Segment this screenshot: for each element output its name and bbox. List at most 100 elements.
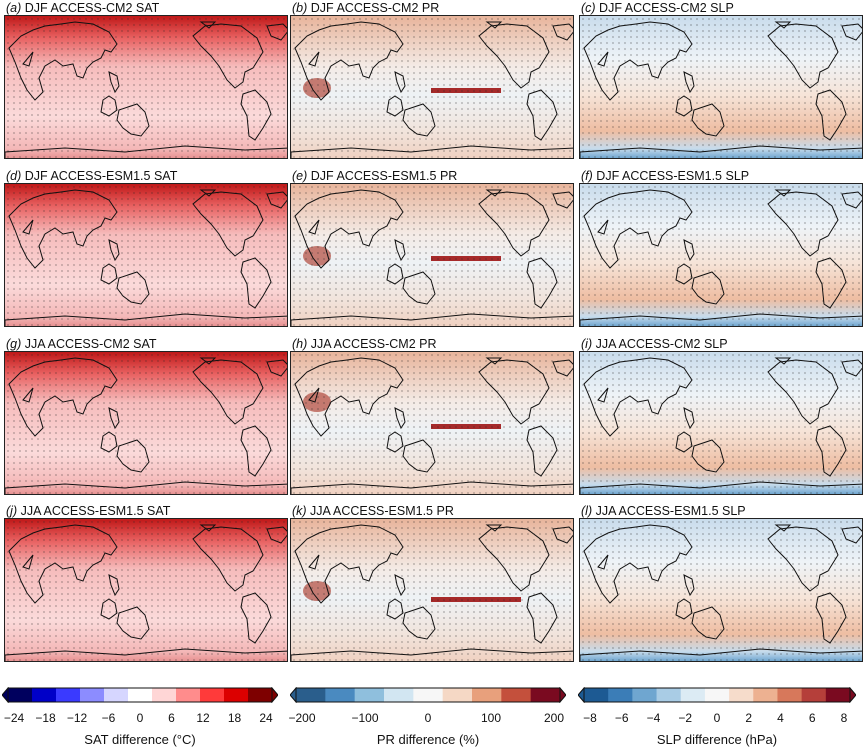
panel-tag: (k) — [292, 504, 307, 518]
map-panel-c — [579, 15, 863, 159]
coastline — [100, 598, 118, 620]
map-panel-h — [290, 351, 574, 495]
coastline — [691, 439, 725, 473]
colorbar-swatch — [296, 688, 326, 702]
coastline — [386, 431, 404, 453]
significance-stippling — [5, 352, 287, 494]
panel-title-i: (i) JJA ACCESS-CM2 SLP — [581, 337, 728, 351]
coastline — [580, 648, 862, 661]
colorbar-tick-label: 0 — [424, 711, 432, 725]
coastline — [294, 524, 404, 604]
coastline — [8, 189, 118, 269]
coastline — [683, 239, 695, 262]
panel-title-text: JJA ACCESS-CM2 SLP — [592, 337, 728, 351]
coastline — [485, 524, 503, 532]
colorbar-sat — [2, 687, 278, 703]
colorbar-extend-right — [559, 687, 566, 703]
colorbar-swatch — [384, 688, 414, 702]
coastline — [774, 189, 792, 197]
colorbar-swatch — [413, 688, 444, 702]
panel-title-text: JJA ACCESS-CM2 PR — [307, 337, 437, 351]
coastline — [108, 71, 120, 94]
coastline — [266, 191, 287, 209]
panel-title-text: JJA ACCESS-ESM1.5 PR — [306, 504, 454, 518]
colorbar-swatch — [753, 688, 778, 702]
colorbar-frame — [295, 687, 561, 703]
coastline — [526, 425, 558, 477]
panel-title-g: (g) JJA ACCESS-CM2 SAT — [6, 337, 157, 351]
significance-stippling — [5, 184, 287, 326]
coastline — [552, 359, 573, 377]
colorbar-tick-label: −24 — [3, 711, 25, 725]
colorbar-tick-label: 100 — [480, 711, 502, 725]
coastline — [100, 431, 118, 453]
panel-tag: (d) — [6, 169, 22, 183]
coastline — [691, 271, 725, 305]
coastline — [5, 313, 287, 326]
map-panel-k — [290, 518, 574, 662]
colorbar-swatch — [442, 688, 473, 702]
coastline — [552, 191, 573, 209]
significance-stippling — [580, 352, 862, 494]
colorbar-swatch — [801, 688, 827, 702]
coastline — [291, 313, 573, 326]
coastline — [8, 357, 118, 437]
panel-tag: (g) — [6, 337, 22, 351]
coastline — [675, 95, 693, 117]
panel-tag: (j) — [6, 504, 18, 518]
colorbar-tick-label: −200 — [288, 711, 316, 725]
colorbar-swatch — [530, 688, 561, 702]
coastline — [815, 592, 847, 644]
map-panel-d — [4, 183, 288, 327]
colorbar-tick-label: 200 — [543, 711, 565, 725]
significance-stippling — [5, 16, 287, 158]
coastline — [394, 239, 406, 262]
coastline — [5, 145, 287, 158]
colorbar-tick-label: −100 — [351, 711, 379, 725]
panel-tag: (i) — [581, 337, 593, 351]
colorbar-tick-label: 12 — [196, 711, 210, 725]
coastline — [402, 606, 436, 640]
colorbar-swatch — [224, 688, 249, 702]
map-panel-i — [579, 351, 863, 495]
coastline — [199, 21, 217, 29]
coastline — [478, 191, 550, 257]
coastline — [841, 191, 862, 209]
colorbar-swatch — [354, 688, 385, 702]
coastline — [597, 387, 609, 403]
colorbar-swatch — [104, 688, 129, 702]
colorbar-swatch — [325, 688, 356, 702]
colorbar-swatch — [176, 688, 201, 702]
colorbar-swatch — [501, 688, 532, 702]
map-panel-f — [579, 183, 863, 327]
coastline — [841, 23, 862, 41]
coastline — [552, 23, 573, 41]
panel-title-e: (e) DJF ACCESS-ESM1.5 PR — [292, 169, 457, 183]
colorbar-tick-label: 24 — [259, 711, 273, 725]
coastline — [192, 359, 264, 425]
panel-title-text: DJF ACCESS-ESM1.5 SAT — [21, 169, 178, 183]
coastline — [774, 21, 792, 29]
coastline — [308, 51, 320, 67]
colorbar-swatch — [656, 688, 682, 702]
coastline — [192, 23, 264, 89]
colorbar-extend-right — [271, 687, 278, 703]
colorbar-swatch — [680, 688, 706, 702]
coastline — [100, 263, 118, 285]
coastline — [291, 648, 573, 661]
panel-title-text: JJA ACCESS-CM2 SAT — [21, 337, 157, 351]
coastline — [767, 526, 839, 592]
coastline — [478, 526, 550, 592]
colorbar-tick-label: 0 — [713, 711, 721, 725]
panel-title-text: DJF ACCESS-CM2 SLP — [595, 1, 734, 15]
significance-stippling — [291, 519, 573, 661]
map-panel-a — [4, 15, 288, 159]
coastline — [22, 219, 34, 235]
coastline — [308, 219, 320, 235]
colorbar-swatch — [608, 688, 633, 702]
colorbar-frame — [583, 687, 851, 703]
colorbar-title-slp: SLP difference (hPa) — [656, 732, 778, 747]
coastline — [294, 357, 404, 437]
coastline — [266, 359, 287, 377]
coastline — [240, 257, 272, 309]
